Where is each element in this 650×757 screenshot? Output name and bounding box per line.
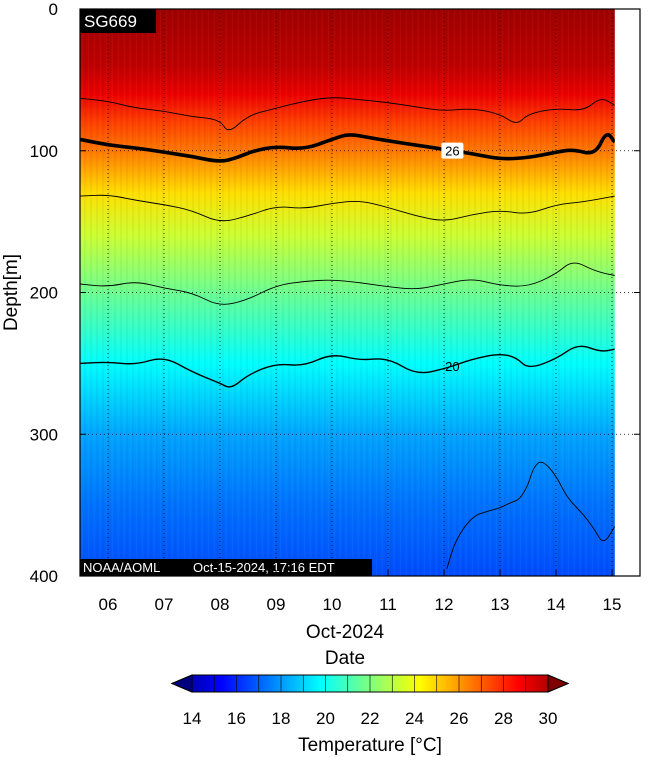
y-tick-label: 400: [30, 567, 58, 586]
isotherm-26: [80, 133, 615, 163]
y-axis-title: Depth[m]: [1, 254, 22, 331]
isotherm-20: [80, 345, 615, 388]
colorbar-low-extend: [170, 674, 193, 693]
timestamp-label: Oct-15-2024, 17:16 EDT: [193, 560, 335, 575]
x-tick-label: 07: [155, 595, 174, 614]
x-tick-label: 15: [603, 595, 622, 614]
colorbar-ticks: 14 16 18 20 22 24 26 28 30: [170, 674, 570, 728]
x-tick-label: 06: [99, 595, 118, 614]
isotherm-label-26: 26: [445, 144, 459, 159]
y-tick-label: 200: [30, 284, 58, 303]
x-axis-title: Date: [325, 648, 365, 669]
temperature-field-texture: [80, 9, 615, 576]
x-tick-label: 14: [547, 595, 566, 614]
platform-badge-background: [80, 9, 156, 33]
y-axis-ticks: 0 100 200 300 400: [30, 0, 640, 586]
colorbar-tick-label: 24: [405, 709, 424, 728]
x-axis-month-label: Oct-2024: [306, 622, 385, 643]
isotherm-label-box: [441, 142, 464, 159]
x-tick-label: 12: [435, 595, 454, 614]
isotherm-22: [80, 262, 615, 305]
x-axis-ticks: 06 07 08 09 10 11 12 13 14 15: [99, 570, 622, 614]
platform-label: SG669: [84, 12, 137, 31]
credit-label: NOAA/AOML: [83, 560, 160, 575]
x-tick-label: 08: [211, 595, 230, 614]
colorbar-high-extend: [547, 674, 570, 693]
grid-lines: [80, 9, 640, 576]
isotherm-18: [446, 461, 615, 570]
colorbar-title: Temperature [°C]: [298, 735, 442, 756]
isotherm-contours: [80, 97, 615, 570]
plot-area: 26 20: [79, 8, 641, 577]
x-tick-label: 11: [379, 595, 397, 614]
credit-strip-background: [80, 559, 372, 576]
colorbar-tick-label: 14: [183, 709, 202, 728]
x-tick-label: 10: [323, 595, 342, 614]
colorbar-tick-label: 26: [450, 709, 469, 728]
credit-strip: NOAA/AOML Oct-15-2024, 17:16 EDT: [80, 559, 372, 576]
isotherm-label-20: 20: [445, 359, 459, 374]
colorbar-tick-label: 16: [227, 709, 246, 728]
x-tick-label: 09: [267, 595, 286, 614]
platform-badge: SG669: [80, 9, 156, 33]
isotherm-labels: 26 20: [441, 142, 464, 374]
colorbar-tick-label: 30: [539, 709, 558, 728]
y-tick-label: 300: [30, 425, 58, 444]
colorbar: 14 16 18 20 22 24 26 28 30: [170, 674, 570, 728]
y-tick-label: 0: [49, 0, 58, 19]
isotherm-28: [80, 97, 615, 131]
y-tick-label: 100: [30, 142, 58, 161]
colorbar-tick-label: 22: [361, 709, 380, 728]
colorbar-tick-label: 28: [494, 709, 513, 728]
colorbar-tick-label: 20: [316, 709, 335, 728]
isotherm-24: [80, 194, 615, 222]
x-tick-label: 13: [491, 595, 510, 614]
colorbar-tick-label: 18: [272, 709, 291, 728]
